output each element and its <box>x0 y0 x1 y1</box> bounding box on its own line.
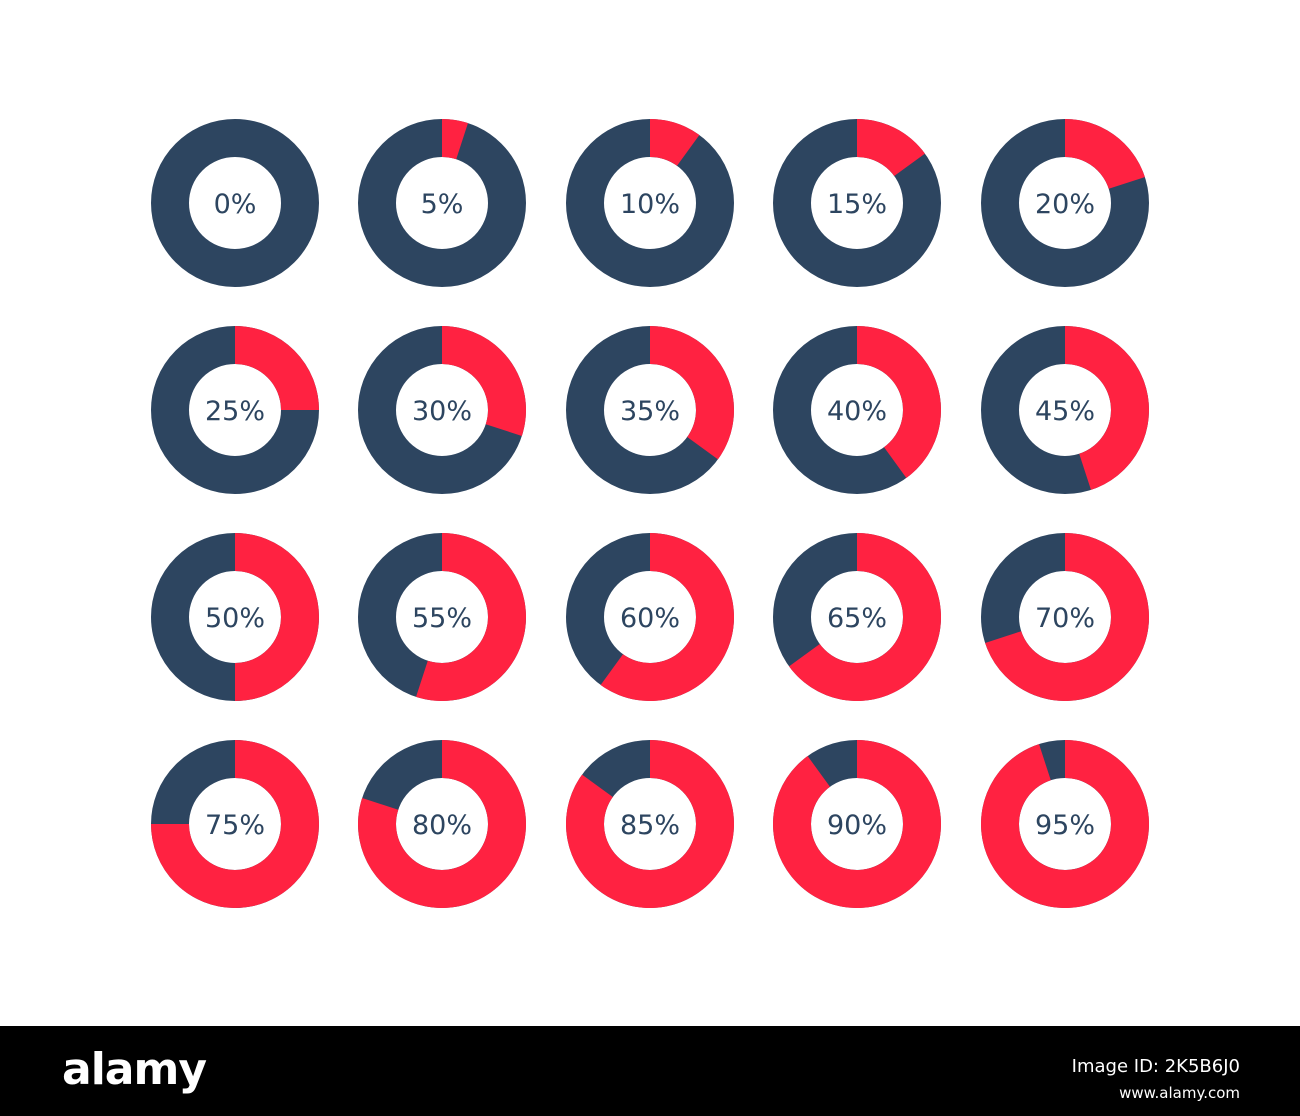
donut-segment <box>857 326 942 478</box>
donut-label: 65% <box>827 603 887 634</box>
donut-segment <box>773 740 942 908</box>
donut-13: 65% <box>773 533 942 701</box>
donut-segment <box>985 533 1150 701</box>
donut-label: 15% <box>827 189 887 220</box>
donut-label: 95% <box>1035 810 1095 841</box>
donut-6: 30% <box>358 326 526 494</box>
donut-label: 45% <box>1035 396 1095 427</box>
donut-segment <box>1065 119 1145 189</box>
donut-segment <box>442 119 468 160</box>
donut-14: 70% <box>981 533 1150 701</box>
donut-label: 20% <box>1035 189 1095 220</box>
donut-label: 75% <box>205 810 265 841</box>
donut-label: 60% <box>620 603 680 634</box>
donut-label: 80% <box>412 810 472 841</box>
donut-label: 0% <box>214 189 257 220</box>
donut-1: 5% <box>358 119 526 287</box>
donut-track <box>151 119 319 287</box>
donut-segment <box>600 533 734 701</box>
donut-segment <box>442 326 526 436</box>
donut-segment <box>981 740 1150 908</box>
donut-segment <box>566 740 735 908</box>
donut-0: 0% <box>151 119 319 287</box>
donut-4: 20% <box>981 119 1149 287</box>
donut-16: 80% <box>358 740 527 909</box>
donut-15: 75% <box>151 740 319 908</box>
donut-segment <box>789 533 942 701</box>
donut-18: 90% <box>773 740 942 908</box>
donut-5: 25% <box>151 326 319 494</box>
donut-chart-grid: 0% 5% 10% 15% 20% 25% 30% 35% 40% 45% 50% 55% 60% 65%… <box>151 119 1150 909</box>
donut-11: 55% <box>358 533 527 702</box>
donut-segment <box>151 740 319 908</box>
donut-segment <box>416 533 527 702</box>
donut-segment <box>235 533 319 701</box>
donut-segment <box>857 119 925 176</box>
donut-label: 25% <box>205 396 265 427</box>
stock-footer: alamy Image ID: 2K5B6J0 www.alamy.com <box>0 1026 1300 1116</box>
donut-2: 10% <box>566 119 734 287</box>
donut-label: 85% <box>620 810 680 841</box>
donut-17: 85% <box>566 740 735 908</box>
donut-label: 30% <box>412 396 472 427</box>
brand-logo: alamy <box>62 1044 207 1095</box>
donut-7: 35% <box>566 326 735 494</box>
donut-19: 95% <box>981 740 1150 908</box>
donut-label: 10% <box>620 189 680 220</box>
image-id: Image ID: 2K5B6J0 <box>1071 1056 1240 1077</box>
donut-8: 40% <box>773 326 942 494</box>
donut-9: 45% <box>981 326 1149 494</box>
donut-segment <box>1065 326 1149 490</box>
donut-segment <box>650 326 735 460</box>
donut-segment <box>650 119 700 166</box>
donut-label: 90% <box>827 810 887 841</box>
donut-segment <box>358 740 527 909</box>
donut-label: 50% <box>205 603 265 634</box>
donut-label: 70% <box>1035 603 1095 634</box>
site-url: www.alamy.com <box>1119 1084 1240 1102</box>
donut-label: 55% <box>412 603 472 634</box>
donut-12: 60% <box>566 533 734 701</box>
donut-3: 15% <box>773 119 941 287</box>
donut-label: 35% <box>620 396 680 427</box>
donut-10: 50% <box>151 533 319 701</box>
donut-label: 5% <box>421 189 464 220</box>
donut-segment <box>235 326 319 410</box>
donut-label: 40% <box>827 396 887 427</box>
